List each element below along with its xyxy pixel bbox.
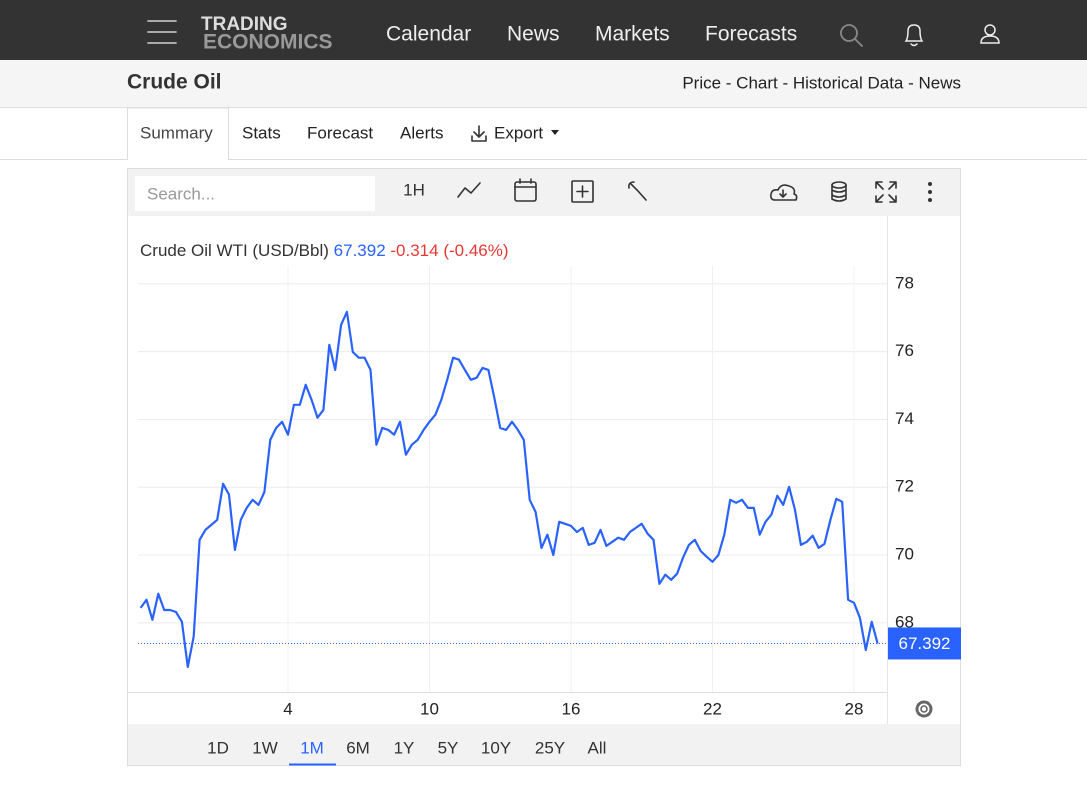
header-links[interactable]: Price - Chart - Historical Data - News [682,73,961,92]
range-button[interactable]: All [588,738,607,757]
tab[interactable]: Alerts [400,123,443,142]
price-change-percent: (-0.46%) [443,241,508,260]
tab[interactable]: Summary [140,123,213,142]
settings-icon[interactable] [915,700,933,718]
range-button[interactable]: 10Y [481,738,511,757]
menu-button[interactable] [147,20,177,44]
nav-link[interactable]: Forecasts [705,23,797,46]
x-tick-label: 10 [420,699,439,718]
y-tick-label: 78 [895,273,914,292]
database-icon[interactable] [831,181,847,202]
tab[interactable]: Export [494,123,543,142]
range-button[interactable]: 25Y [535,738,565,757]
range-buttons: 1D 1W 1M 6M 1Y 5Y 10Y 25Y All [207,738,607,766]
download-icon[interactable] [471,125,487,142]
x-tick-label: 28 [845,699,864,718]
x-tick-label: 16 [562,699,581,718]
search-input[interactable] [135,176,375,211]
nav-link[interactable]: News [507,23,560,46]
search-placeholder[interactable]: Search... [147,184,215,203]
interval[interactable]: 1H [403,180,425,199]
header-bar [0,60,1087,107]
range-button[interactable]: 1D [207,738,229,757]
price-change: -0.314 [390,241,438,260]
last-price-box [888,627,961,660]
range-button[interactable]: 1M [300,738,324,757]
active-tab [127,107,229,160]
last-price-label: 67.392 [899,634,951,653]
x-tick-label: 4 [283,699,292,718]
calendar-icon[interactable] [514,178,537,202]
bell-icon[interactable] [904,24,924,47]
y-tick-label: 76 [895,341,914,360]
range-bar [128,724,960,765]
logo-top[interactable]: TRADING [201,14,288,35]
page-title: Crude Oil [127,71,222,94]
range-button[interactable]: 1Y [394,738,415,757]
nav-link[interactable]: Calendar [386,23,471,46]
logo-bottom[interactable]: ECONOMICS [203,31,333,54]
range-button[interactable]: 6M [346,738,370,757]
cloud-icon[interactable] [770,184,798,201]
plot: 68 70 72 74 76 78 4 10 16 22 28 67.392 [138,266,961,718]
add-icon[interactable] [571,180,594,203]
price-line [139,310,879,668]
last-price: 67.392 [334,241,386,260]
range-button[interactable]: 5Y [438,738,459,757]
y-tick-label: 74 [895,409,914,428]
tab[interactable]: Stats [242,123,281,142]
nav-bar [0,0,1087,60]
wrench-icon[interactable] [628,181,647,201]
chart-title: Crude Oil WTI (USD/Bbl) [140,241,329,260]
chart-header: Crude Oil WTI (USD/Bbl) 67.392 -0.314 (-… [140,241,509,260]
user-icon[interactable] [980,24,1000,44]
line-type-icon[interactable] [457,182,481,198]
caret [551,130,559,135]
fullscreen-icon[interactable] [875,181,897,203]
more-icon[interactable] [928,182,932,202]
x-tick-label: 22 [703,699,722,718]
y-tick-label: 72 [895,477,914,496]
y-tick-label: 68 [895,612,914,631]
search-icon[interactable] [840,24,863,47]
nav-link[interactable]: Markets [595,23,670,46]
tab[interactable]: Forecast [307,123,373,142]
range-button[interactable]: 1W [252,738,278,757]
y-tick-label: 70 [895,545,914,564]
